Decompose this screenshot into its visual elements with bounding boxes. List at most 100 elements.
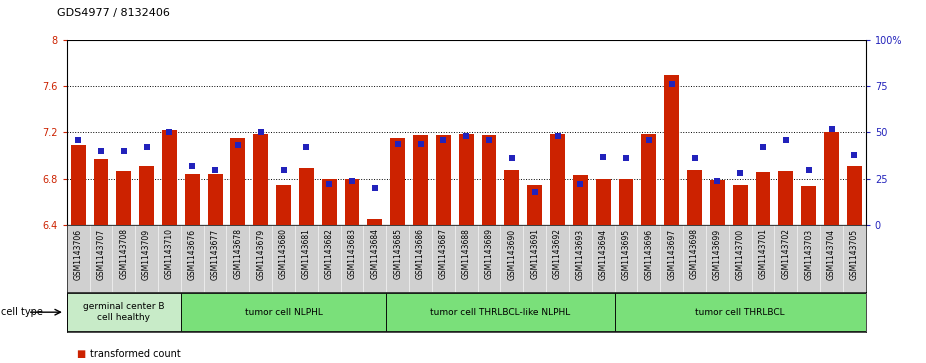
- Point: [847, 152, 862, 158]
- Bar: [231, 138, 245, 225]
- Point: [505, 155, 519, 161]
- Point: [344, 178, 359, 184]
- Point: [276, 167, 291, 172]
- Point: [139, 144, 154, 150]
- Bar: [391, 138, 406, 225]
- Bar: [344, 179, 359, 225]
- Text: GSM1143689: GSM1143689: [484, 228, 494, 280]
- Bar: [824, 132, 839, 225]
- Text: GSM1143706: GSM1143706: [73, 228, 82, 280]
- Bar: [458, 134, 474, 225]
- Text: tumor cell NLPHL: tumor cell NLPHL: [244, 308, 322, 317]
- Bar: [550, 134, 565, 225]
- Text: GSM1143684: GSM1143684: [370, 228, 380, 280]
- Bar: [595, 179, 610, 225]
- Bar: [70, 145, 85, 225]
- Text: cell type: cell type: [1, 307, 43, 317]
- Text: GSM1143704: GSM1143704: [827, 228, 836, 280]
- Bar: [299, 168, 314, 225]
- Point: [801, 167, 816, 172]
- Bar: [386, 293, 615, 331]
- Text: germinal center B
cell healthy: germinal center B cell healthy: [83, 302, 165, 322]
- Text: GSM1143699: GSM1143699: [713, 228, 722, 280]
- Bar: [185, 174, 200, 225]
- Point: [550, 133, 565, 139]
- Text: GSM1143710: GSM1143710: [165, 228, 174, 280]
- Text: GSM1143702: GSM1143702: [782, 228, 791, 280]
- Text: GSM1143693: GSM1143693: [576, 228, 585, 280]
- Bar: [801, 186, 816, 225]
- Point: [231, 143, 245, 148]
- Point: [756, 144, 770, 150]
- Bar: [413, 135, 428, 225]
- Text: GSM1143708: GSM1143708: [119, 228, 129, 280]
- Text: tumor cell THRLBCL-like NLPHL: tumor cell THRLBCL-like NLPHL: [431, 308, 570, 317]
- Text: GSM1143696: GSM1143696: [644, 228, 654, 280]
- Point: [459, 133, 474, 139]
- Point: [162, 130, 177, 135]
- Point: [527, 189, 542, 195]
- Text: GSM1143676: GSM1143676: [188, 228, 196, 280]
- Text: GSM1143709: GSM1143709: [142, 228, 151, 280]
- Bar: [664, 75, 679, 225]
- Bar: [779, 171, 794, 225]
- Point: [642, 137, 657, 143]
- Point: [94, 148, 108, 154]
- Bar: [847, 166, 862, 225]
- Text: GSM1143683: GSM1143683: [347, 228, 357, 280]
- Point: [391, 141, 406, 147]
- Point: [368, 185, 382, 191]
- Text: GSM1143687: GSM1143687: [439, 228, 448, 280]
- Point: [254, 130, 269, 135]
- Bar: [505, 170, 519, 225]
- Text: GSM1143690: GSM1143690: [507, 228, 517, 280]
- Point: [732, 170, 747, 176]
- Text: transformed count: transformed count: [90, 349, 181, 359]
- Bar: [687, 170, 702, 225]
- Text: GSM1143694: GSM1143694: [599, 228, 607, 280]
- Point: [687, 155, 702, 161]
- Text: GSM1143698: GSM1143698: [690, 228, 699, 280]
- Text: GSM1143707: GSM1143707: [96, 228, 106, 280]
- Bar: [207, 174, 222, 225]
- Text: GSM1143680: GSM1143680: [279, 228, 288, 280]
- Bar: [573, 175, 588, 225]
- Text: ■: ■: [76, 349, 85, 359]
- Text: GSM1143681: GSM1143681: [302, 228, 311, 279]
- Bar: [756, 172, 770, 225]
- Bar: [181, 293, 386, 331]
- Bar: [642, 134, 657, 225]
- Point: [824, 126, 839, 132]
- Bar: [368, 219, 382, 225]
- Text: GSM1143703: GSM1143703: [804, 228, 813, 280]
- Point: [413, 141, 428, 147]
- Text: GSM1143705: GSM1143705: [850, 228, 859, 280]
- Bar: [322, 179, 337, 225]
- Text: GSM1143701: GSM1143701: [758, 228, 768, 280]
- Point: [117, 148, 131, 154]
- Point: [573, 182, 588, 187]
- Point: [207, 167, 222, 172]
- Text: tumor cell THRLBCL: tumor cell THRLBCL: [695, 308, 785, 317]
- Point: [779, 137, 794, 143]
- Point: [595, 154, 610, 159]
- Bar: [619, 179, 633, 225]
- Text: GSM1143677: GSM1143677: [210, 228, 219, 280]
- Bar: [117, 171, 131, 225]
- Point: [664, 81, 679, 87]
- Text: GSM1143685: GSM1143685: [394, 228, 402, 280]
- Text: GSM1143682: GSM1143682: [325, 228, 333, 279]
- Point: [70, 137, 85, 143]
- Bar: [139, 166, 154, 225]
- Bar: [482, 135, 496, 225]
- Bar: [527, 184, 542, 225]
- Point: [619, 155, 633, 161]
- Point: [322, 182, 337, 187]
- Bar: [436, 135, 451, 225]
- Point: [185, 163, 200, 169]
- Text: GSM1143695: GSM1143695: [621, 228, 631, 280]
- Text: GSM1143679: GSM1143679: [257, 228, 265, 280]
- Bar: [94, 159, 108, 225]
- Bar: [67, 293, 181, 331]
- Point: [710, 178, 725, 184]
